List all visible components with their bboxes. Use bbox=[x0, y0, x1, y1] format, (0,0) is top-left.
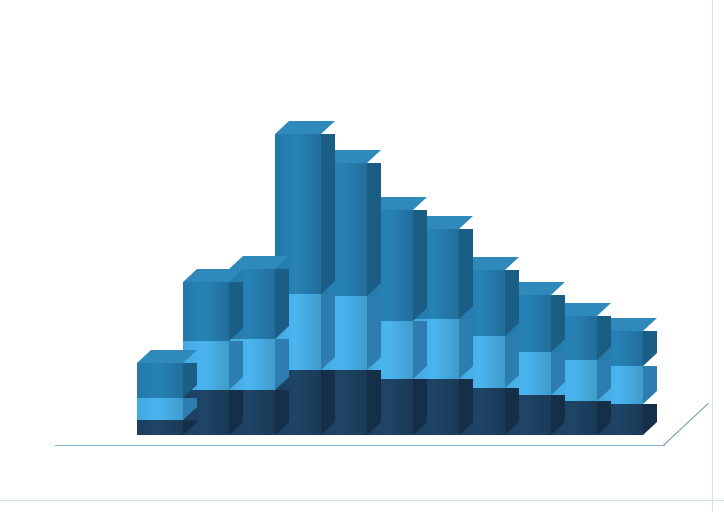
x-axis-baseline bbox=[55, 445, 665, 446]
bar-segment-side-face bbox=[459, 319, 473, 379]
bar-segment-side-face bbox=[229, 341, 243, 390]
bar-segment-side-face bbox=[643, 366, 657, 404]
bar-segment[interactable] bbox=[275, 121, 335, 294]
bar-segment-side-face bbox=[367, 163, 381, 296]
bar-segment-side-face bbox=[413, 210, 427, 321]
bar-top-face bbox=[183, 269, 243, 282]
bar-segment[interactable] bbox=[137, 419, 197, 435]
bar-segment-side-face bbox=[505, 336, 519, 388]
bar-segment-side-face bbox=[229, 282, 243, 341]
bar-top-face bbox=[597, 318, 657, 331]
bar-segment-side-face bbox=[275, 269, 289, 339]
bar-segment-side-face bbox=[505, 270, 519, 336]
bar-segment-side-face bbox=[275, 339, 289, 390]
bar-segment[interactable] bbox=[551, 359, 611, 401]
bar-segment-side-face bbox=[551, 395, 565, 435]
bar-segment-side-face bbox=[275, 390, 289, 435]
bar-segment-side-face bbox=[229, 390, 243, 435]
bar-segment-side-face bbox=[597, 360, 611, 401]
bar-column[interactable] bbox=[275, 121, 335, 435]
bar-top-face bbox=[413, 216, 473, 229]
bar-segment-front-face bbox=[275, 134, 321, 294]
depth-axis-line bbox=[663, 403, 709, 446]
bar-segment[interactable] bbox=[137, 350, 197, 398]
bar-segment-side-face bbox=[643, 331, 657, 366]
bar-segment-side-face bbox=[321, 134, 335, 294]
bar-segment-side-face bbox=[413, 321, 427, 379]
bar-top-face bbox=[551, 303, 611, 316]
page-border-right bbox=[712, 0, 713, 512]
bar-top-face bbox=[275, 121, 335, 134]
bar-segment-side-face bbox=[367, 370, 381, 435]
bar-top-face bbox=[229, 256, 289, 269]
bar-segment-front-face bbox=[137, 398, 183, 420]
bar-segment-front-face bbox=[183, 282, 229, 341]
bar-segment-side-face bbox=[643, 404, 657, 435]
bar-segment-side-face bbox=[551, 352, 565, 395]
bar-column[interactable] bbox=[137, 350, 197, 435]
bar-segment-side-face bbox=[505, 388, 519, 435]
bar-top-face bbox=[137, 350, 197, 363]
bar-segment-side-face bbox=[459, 229, 473, 319]
bar-segment[interactable] bbox=[137, 397, 197, 420]
bar-segment-side-face bbox=[321, 370, 335, 435]
bar-top-face bbox=[505, 282, 565, 295]
bar-segment-side-face bbox=[367, 296, 381, 370]
bar-top-face bbox=[459, 257, 519, 270]
bar-segment-side-face bbox=[321, 294, 335, 370]
bar-top-face bbox=[367, 197, 427, 210]
bar-segment-front-face bbox=[137, 363, 183, 398]
bar-segment[interactable] bbox=[183, 269, 243, 341]
bar-segment-side-face bbox=[551, 295, 565, 352]
page-border-bottom bbox=[0, 500, 724, 501]
bar-segment-front-face bbox=[137, 420, 183, 435]
bar-segment-side-face bbox=[459, 379, 473, 435]
bar-segment-side-face bbox=[413, 379, 427, 435]
bar-top-face bbox=[321, 150, 381, 163]
bar-segment-side-face bbox=[597, 316, 611, 360]
